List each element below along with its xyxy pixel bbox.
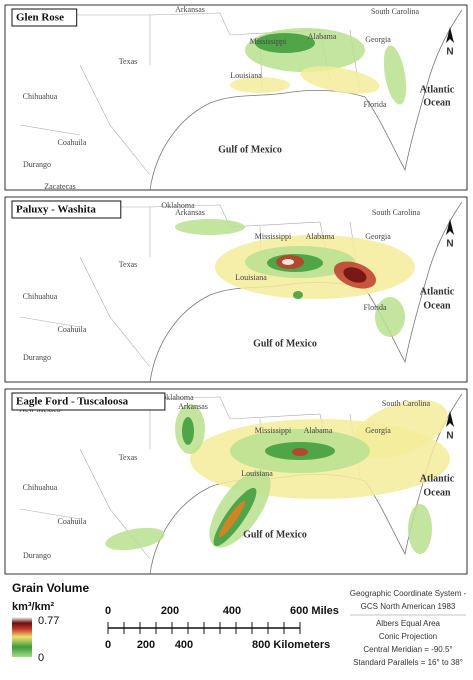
scale-miles-label: 200 (161, 605, 179, 617)
panel-title: Eagle Ford - Tuscaloosa (16, 396, 129, 408)
grain-volume-area (282, 259, 294, 265)
legend-title: Grain Volume (12, 581, 89, 595)
place-label: Mississippi (250, 37, 287, 46)
map-panel: Arkansas South Carolina Alabama Georgia Miss… (4, 4, 468, 191)
place-label: Coahuila (58, 138, 87, 147)
place-label: South Carolina (371, 7, 420, 16)
north-label: N (446, 431, 453, 442)
place-label: Louisiana (241, 469, 273, 478)
place-label: Atlantic (420, 84, 455, 95)
scale-km-label: 800 Kilometers (252, 639, 330, 651)
grain-volume-area (352, 399, 448, 459)
place-label: Oklahoma (160, 393, 194, 402)
legend-min: 0 (38, 652, 44, 664)
place-label: Durango (23, 551, 51, 560)
place-label: Alabama (304, 426, 333, 435)
grain-volume-area (218, 500, 246, 538)
legend-unit: km³/km² (12, 601, 55, 613)
projection-text: Central Meridian = -90.5° (363, 645, 452, 654)
north-arrow (446, 219, 454, 235)
place-label: Oklahoma (161, 201, 195, 210)
scale-miles-label: 600 Miles (290, 605, 339, 617)
place-label: Georgia (365, 232, 391, 241)
place-label: Durango (23, 353, 51, 362)
north-label: N (446, 47, 453, 58)
projection-text: Conic Projection (379, 632, 437, 641)
scale-miles-label: 400 (223, 605, 241, 617)
place-label: Chihuahua (23, 483, 58, 492)
scale-km-label: 0 (105, 639, 111, 651)
north-label: N (446, 239, 453, 250)
place-label: Atlantic (420, 286, 455, 297)
grain-volume-area (292, 448, 308, 456)
panel-title-box (11, 392, 166, 411)
map-panel: OklahomaNew MexicoArkansasSouth Carolina… (4, 196, 468, 383)
place-label: Louisiana (230, 71, 262, 80)
grain-volume-area (408, 504, 432, 554)
place-label: Arkansas (175, 208, 205, 217)
grain-volume-area (343, 267, 367, 283)
place-label: Georgia (365, 426, 391, 435)
panel-frame (4, 4, 468, 191)
place-label: Ocean (423, 487, 451, 498)
place-label: Arkansas (175, 5, 205, 14)
place-label: Texas (119, 57, 138, 66)
legend-max: 0.77 (38, 615, 59, 627)
grain-volume-area (255, 33, 315, 53)
place-label: Texas (119, 260, 138, 269)
projection-text: Geographic Coordinate System - (350, 589, 467, 598)
place-label: Ocean (423, 300, 451, 311)
place-label: Gulf of Mexico (243, 529, 307, 540)
place-label: Gulf of Mexico (253, 338, 317, 349)
place-label: Alabama (308, 32, 337, 41)
north-arrow (446, 27, 454, 43)
place-label: Chihuahua (23, 92, 58, 101)
place-label: Florida (363, 100, 387, 109)
panel-title-box (11, 200, 122, 219)
place-label: Georgia (365, 35, 391, 44)
grain-volume-area (230, 77, 290, 93)
grain-volume-area (293, 291, 303, 299)
place-label: Ocean (423, 97, 451, 108)
projection-text: Standard Parallels = 16° to 38° (353, 658, 463, 667)
place-label: South Carolina (372, 208, 421, 217)
panel-title-box (11, 8, 78, 27)
panel-title: Paluxy - Washita (16, 204, 96, 216)
panel-title: Glen Rose (16, 12, 64, 24)
place-label: Arkansas (178, 402, 208, 411)
place-label: South Carolina (382, 399, 431, 408)
place-label: Atlantic (420, 473, 455, 484)
legend-gradient (12, 617, 32, 657)
grain-volume-area (300, 66, 380, 94)
place-label: Alabama (306, 232, 335, 241)
place-label: Mississippi (255, 426, 292, 435)
grain-volume-area (375, 297, 405, 337)
projection-text: GCS North American 1983 (361, 602, 456, 611)
scale-miles-label: 0 (105, 605, 111, 617)
grain-volume-area (175, 219, 245, 235)
place-label: Coahuila (58, 517, 87, 526)
grain-volume-area (383, 45, 407, 105)
scale-km-label: 400 (175, 639, 193, 651)
place-label: Coahuila (58, 325, 87, 334)
grain-volume-area (182, 417, 194, 445)
north-arrow (446, 411, 454, 427)
place-label: Louisiana (235, 273, 267, 282)
scale-km-label: 200 (137, 639, 155, 651)
place-label: Chihuahua (23, 292, 58, 301)
map-panel: OklahomaNew MexicoArkansasSouth Carolina… (4, 388, 468, 575)
place-label: Florida (363, 303, 387, 312)
place-label: Mississippi (255, 232, 292, 241)
projection-text: Albers Equal Area (376, 619, 441, 628)
place-label: Durango (23, 160, 51, 169)
place-label: Zacatecas (44, 182, 76, 191)
grain-volume-area (105, 527, 165, 551)
place-label: Texas (119, 453, 138, 462)
gulf-coastline (149, 9, 463, 191)
place-label: Gulf of Mexico (218, 144, 282, 155)
